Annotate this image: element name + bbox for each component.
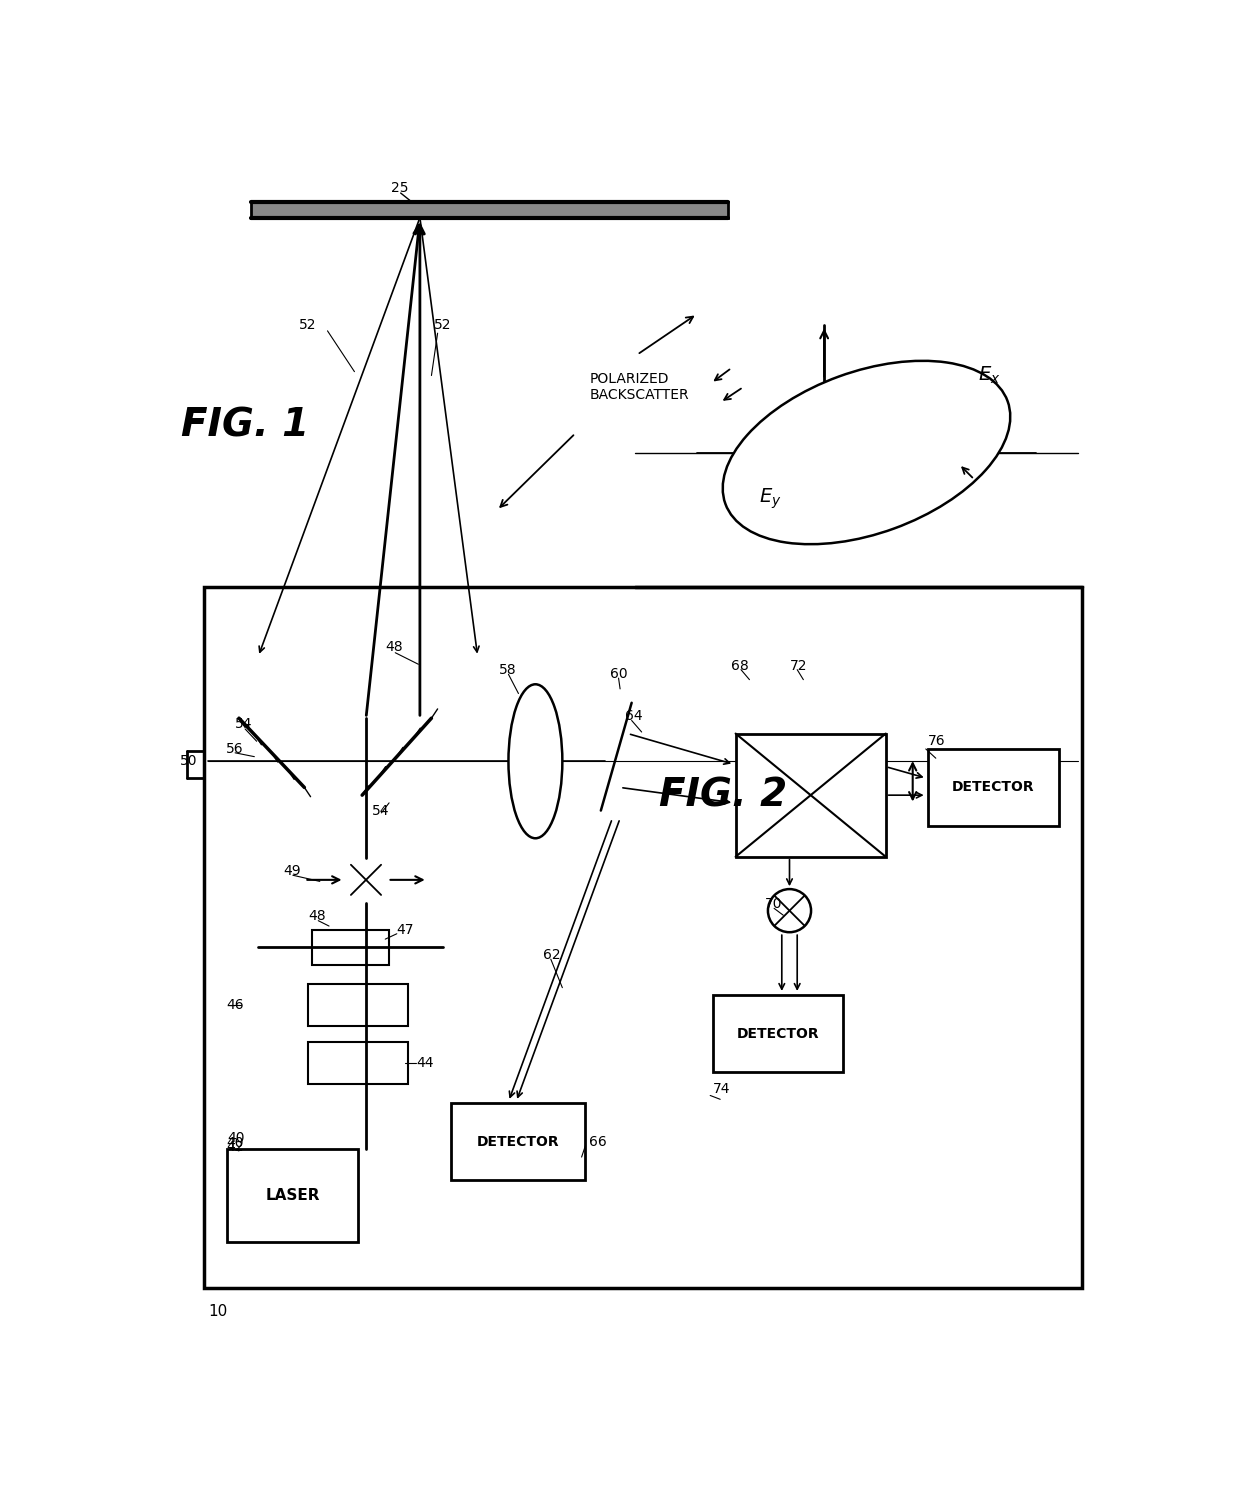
Text: 46: 46 [226, 999, 243, 1012]
Text: FIG. 2: FIG. 2 [658, 776, 786, 814]
Text: 48: 48 [309, 909, 326, 923]
Text: $E_y$: $E_y$ [759, 487, 781, 511]
Text: 10: 10 [208, 1303, 227, 1318]
Text: 56: 56 [226, 742, 243, 755]
Text: DETECTOR: DETECTOR [952, 781, 1035, 794]
Text: 40: 40 [227, 1130, 244, 1145]
Text: 50: 50 [180, 754, 197, 767]
Text: LASER: LASER [265, 1188, 320, 1203]
Ellipse shape [508, 684, 563, 838]
Text: 72: 72 [790, 658, 807, 673]
Bar [250, 202, 728, 218]
Text: DETECTOR: DETECTOR [476, 1135, 559, 1148]
Text: POLARIZED
BACKSCATTER: POLARIZED BACKSCATTER [589, 372, 689, 402]
Bar [227, 1150, 358, 1242]
Text: 66: 66 [589, 1135, 608, 1148]
Bar [205, 587, 1083, 1288]
Text: 44: 44 [417, 1056, 434, 1070]
Bar [735, 733, 885, 857]
Text: 68: 68 [730, 658, 749, 673]
Bar [309, 984, 408, 1026]
Text: 70: 70 [765, 897, 782, 912]
Text: FIG. 1: FIG. 1 [181, 406, 309, 445]
Text: 52: 52 [434, 318, 451, 333]
Text: $E_x$: $E_x$ [978, 364, 1001, 387]
Text: 49: 49 [283, 863, 300, 878]
Text: 60: 60 [610, 667, 627, 681]
Text: 74: 74 [713, 1082, 730, 1096]
Bar [713, 996, 843, 1072]
Text: 76: 76 [928, 735, 946, 748]
Text: 47: 47 [397, 923, 414, 938]
Text: 64: 64 [625, 709, 642, 723]
Text: 25: 25 [392, 182, 409, 196]
Bar [309, 1042, 408, 1084]
Text: 52: 52 [299, 318, 316, 333]
Text: 40: 40 [226, 1136, 243, 1150]
Text: 54: 54 [372, 803, 389, 818]
Bar [928, 749, 1059, 826]
Text: 62: 62 [543, 948, 560, 963]
Text: 54: 54 [236, 717, 253, 732]
Text: DETECTOR: DETECTOR [737, 1027, 820, 1041]
Ellipse shape [723, 361, 1011, 545]
Text: 48: 48 [386, 640, 403, 654]
Text: 42: 42 [226, 1141, 243, 1154]
Bar [450, 1103, 585, 1179]
Text: 58: 58 [500, 663, 517, 678]
Bar [312, 930, 389, 964]
